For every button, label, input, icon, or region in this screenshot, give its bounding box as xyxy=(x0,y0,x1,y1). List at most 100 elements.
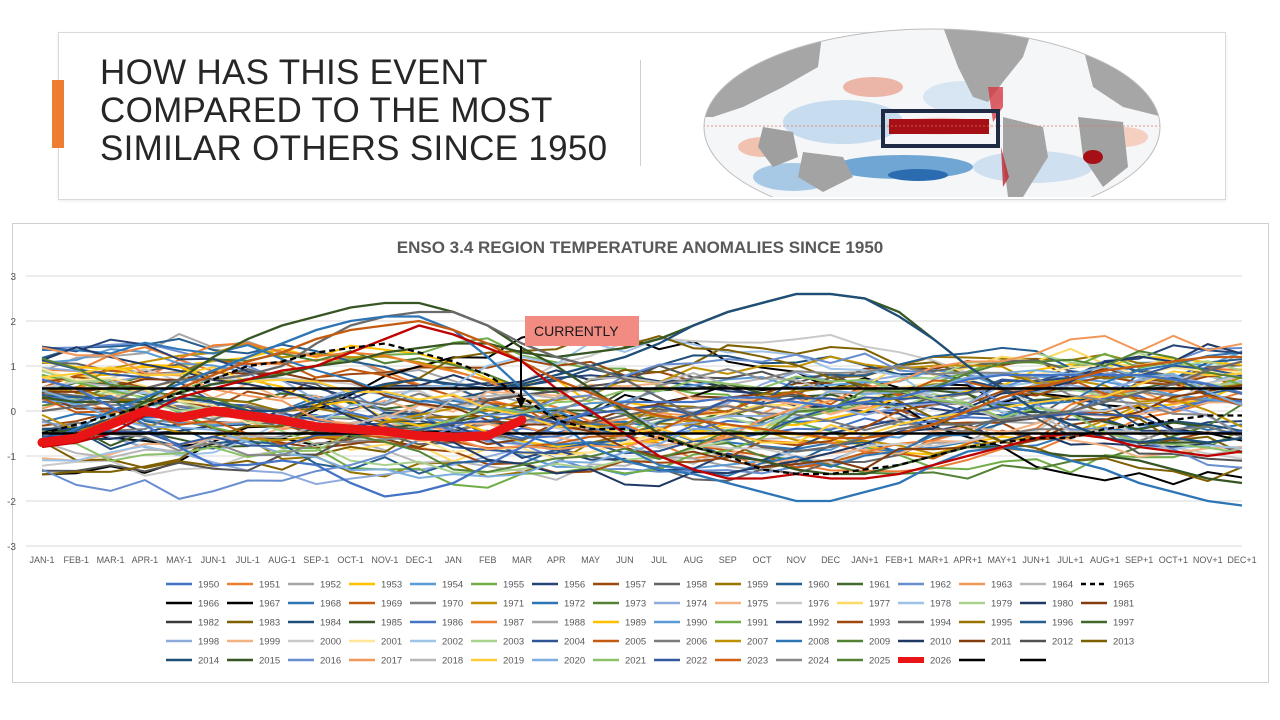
x-tick-label: DEC+1 xyxy=(1227,555,1256,565)
series-line-2026 xyxy=(37,406,527,447)
legend-label: 1958 xyxy=(686,580,707,591)
legend-item: 1977 xyxy=(837,599,890,610)
y-tick-label: 2 xyxy=(10,317,16,328)
legend-item: 1956 xyxy=(532,580,585,591)
legend-label: 1969 xyxy=(381,599,402,610)
legend-item: 2001 xyxy=(349,637,402,648)
x-tick-label: DEC xyxy=(821,555,841,565)
legend-item: 1975 xyxy=(715,599,768,610)
legend-item: 1960 xyxy=(776,580,829,591)
legend-item: 2008 xyxy=(776,637,829,648)
legend-item: 1979 xyxy=(959,599,1012,610)
legend-label: 1985 xyxy=(381,618,402,629)
legend-item: 1957 xyxy=(593,580,646,591)
legend-item: 1980 xyxy=(1020,599,1073,610)
legend-label: 2026 xyxy=(930,656,951,667)
title-line-3: SIMILAR OTHERS SINCE 1950 xyxy=(100,129,608,168)
legend-item: 1950 xyxy=(166,580,219,591)
legend-label: 1970 xyxy=(442,599,463,610)
legend-item: 2004 xyxy=(532,637,585,648)
legend-label: 1968 xyxy=(320,599,341,610)
x-tick-label: OCT xyxy=(753,555,773,565)
legend-label: 1988 xyxy=(564,618,585,629)
legend-item: 1996 xyxy=(1020,618,1073,629)
legend-item: 2009 xyxy=(837,637,890,648)
legend-item: 1954 xyxy=(410,580,463,591)
legend-item: 2020 xyxy=(532,656,585,667)
x-tick-label: MAR+1 xyxy=(918,555,948,565)
x-tick-label: MAR xyxy=(512,555,533,565)
legend-item: 1966 xyxy=(166,599,219,610)
series-line-2017 xyxy=(41,334,1243,451)
legend-item: 1955 xyxy=(471,580,524,591)
legend-item: 1953 xyxy=(349,580,402,591)
legend-item: 1982 xyxy=(166,618,219,629)
legend-item: 2005 xyxy=(593,637,646,648)
series-line-2016 xyxy=(41,352,1243,500)
legend-label: 2013 xyxy=(1113,637,1134,648)
legend-item: 1976 xyxy=(776,599,829,610)
legend-label: 2014 xyxy=(198,656,219,667)
series-line-2020 xyxy=(41,365,1243,480)
legend-label: 2012 xyxy=(1052,637,1073,648)
legend-label: 1994 xyxy=(930,618,951,629)
series-line-2008 xyxy=(41,341,1243,477)
x-tick-label: SEP+1 xyxy=(1125,555,1153,565)
legend-item: 1987 xyxy=(471,618,524,629)
x-tick-label: FEB xyxy=(479,555,497,565)
y-tick-label: 3 xyxy=(10,272,16,283)
legend-item: 1971 xyxy=(471,599,524,610)
legend-label: 2025 xyxy=(869,656,890,667)
legend-item: 1981 xyxy=(1081,599,1134,610)
series-line-2013 xyxy=(41,334,1243,483)
legend-label: 2015 xyxy=(259,656,280,667)
legend-item: 1973 xyxy=(593,599,646,610)
legend-item: 1965 xyxy=(1081,580,1134,591)
x-tick-label: JAN xyxy=(445,555,462,565)
legend-label: 1993 xyxy=(869,618,890,629)
legend-item: 1984 xyxy=(288,618,341,629)
legend-item: 2000 xyxy=(288,637,341,648)
legend-item: 1968 xyxy=(288,599,341,610)
legend-label: 1996 xyxy=(1052,618,1073,629)
series-line-2024 xyxy=(41,364,1243,457)
legend-label: 2010 xyxy=(930,637,951,648)
legend-label: 2016 xyxy=(320,656,341,667)
legend-label: 1979 xyxy=(991,599,1012,610)
legend-label: 1953 xyxy=(381,580,402,591)
legend-label: 1975 xyxy=(747,599,768,610)
legend-label: 1989 xyxy=(625,618,646,629)
legend-item: 1964 xyxy=(1020,580,1073,591)
legend-item: 1978 xyxy=(898,599,951,610)
legend-item: 1988 xyxy=(532,618,585,629)
legend-item: 2024 xyxy=(776,656,829,667)
legend-item: 2011 xyxy=(959,637,1011,648)
title-line-1: HOW HAS THIS EVENT xyxy=(100,53,488,92)
legend-item: 1997 xyxy=(1081,618,1134,629)
legend-label: 1950 xyxy=(198,580,219,591)
series-line-2001 xyxy=(41,364,1243,461)
x-tick-label: JUN+1 xyxy=(1022,555,1050,565)
legend-item: 1970 xyxy=(410,599,463,610)
legend-label: 1957 xyxy=(625,580,646,591)
legend-label: 1997 xyxy=(1113,618,1134,629)
legend-item: 1995 xyxy=(959,618,1012,629)
series-line-1972 xyxy=(41,315,1243,507)
legend-item: 1983 xyxy=(227,618,280,629)
world-sst-anomaly-map xyxy=(703,28,1161,197)
legend-label: 1955 xyxy=(503,580,524,591)
x-tick-label: JUL-1 xyxy=(236,555,260,565)
legend-label: 2022 xyxy=(686,656,707,667)
legend-label: 1984 xyxy=(320,618,341,629)
legend-label: 1977 xyxy=(869,599,890,610)
legend-item: 1986 xyxy=(410,618,463,629)
legend-label: 1981 xyxy=(1113,599,1134,610)
legend-label: 2021 xyxy=(625,656,646,667)
x-tick-label: APR+1 xyxy=(953,555,982,565)
legend-item: 2022 xyxy=(654,656,707,667)
legend-item: 1974 xyxy=(654,599,707,610)
legend-label: 1978 xyxy=(930,599,951,610)
x-tick-label: MAY xyxy=(581,555,600,565)
x-tick-label: JAN-1 xyxy=(29,555,54,565)
